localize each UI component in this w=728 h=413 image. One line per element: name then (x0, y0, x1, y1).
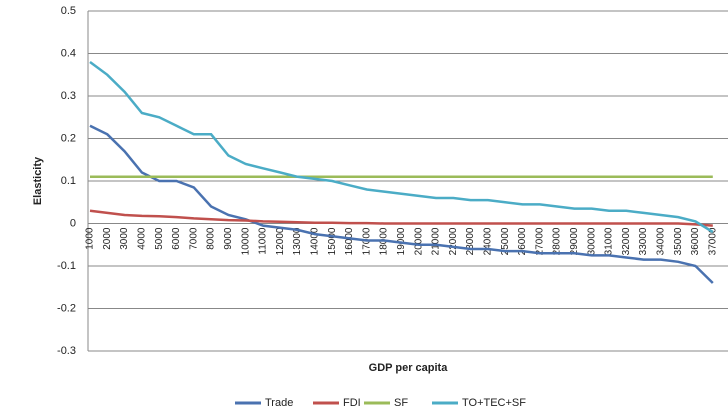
x-tick-label: 27000 (534, 227, 545, 255)
x-tick-label: 12000 (275, 227, 286, 255)
x-tick-label: 20000 (413, 227, 424, 255)
y-tick-label: -0.2 (57, 302, 76, 314)
x-tick-label: 31000 (604, 227, 615, 255)
x-tick-label: 11000 (258, 227, 269, 255)
y-tick-label: -0.3 (57, 345, 76, 357)
x-tick-label: 32000 (621, 227, 632, 255)
x-axis-label: GDP per capita (369, 362, 449, 374)
x-tick-label: 22000 (448, 227, 459, 255)
x-tick-label: 8000 (206, 227, 217, 250)
legend-label: Trade (265, 397, 293, 409)
x-tick-label: 19000 (396, 227, 407, 255)
series-line (89, 60, 714, 234)
x-tick-label: 36000 (690, 227, 701, 255)
x-tick-label: 33000 (638, 227, 649, 255)
x-tick-label: 4000 (137, 227, 148, 250)
y-tick-label: -0.1 (57, 260, 76, 272)
x-tick-label: 10000 (240, 227, 251, 255)
x-tick-label: 35000 (673, 227, 684, 255)
y-tick-label: 0.2 (61, 132, 76, 144)
x-tick-label: 3000 (119, 227, 130, 250)
y-tick-label: 0.4 (61, 47, 76, 59)
y-tick-label: 0.5 (61, 5, 76, 17)
x-tick-label: 25000 (500, 227, 511, 255)
y-tick-label: 0.1 (61, 175, 76, 187)
x-tick-label: 34000 (656, 227, 667, 255)
y-tick-label: 0.3 (61, 90, 76, 102)
x-tick-label: 7000 (188, 227, 199, 250)
x-tick-label: 1000 (85, 227, 96, 250)
series-line (89, 209, 713, 227)
x-tick-label: 15000 (327, 227, 338, 255)
x-tick-label: 29000 (569, 227, 580, 255)
x-tick-label: 5000 (154, 227, 165, 250)
x-tick-label: 14000 (310, 227, 321, 255)
series-line (89, 124, 714, 284)
y-tick-label: 0 (70, 217, 76, 229)
legend-label: TO+TEC+SF (462, 397, 526, 409)
x-tick-label: 26000 (517, 227, 528, 255)
x-tick-label: 24000 (483, 227, 494, 255)
x-tick-label: 9000 (223, 227, 234, 250)
x-tick-label: 37000 (707, 227, 718, 255)
x-tick-label: 6000 (171, 227, 182, 250)
legend-label: SF (394, 397, 408, 409)
x-tick-label: 23000 (465, 227, 476, 255)
x-tick-label: 21000 (431, 227, 442, 255)
legend-label: FDI (343, 397, 361, 409)
x-tick-label: 16000 (344, 227, 355, 255)
x-tick-label: 28000 (552, 227, 563, 255)
x-tick-label: 2000 (102, 227, 113, 250)
x-tick-label: 13000 (292, 227, 303, 255)
x-tick-label: 30000 (586, 227, 597, 255)
y-axis-label: Elasticity (32, 156, 44, 205)
